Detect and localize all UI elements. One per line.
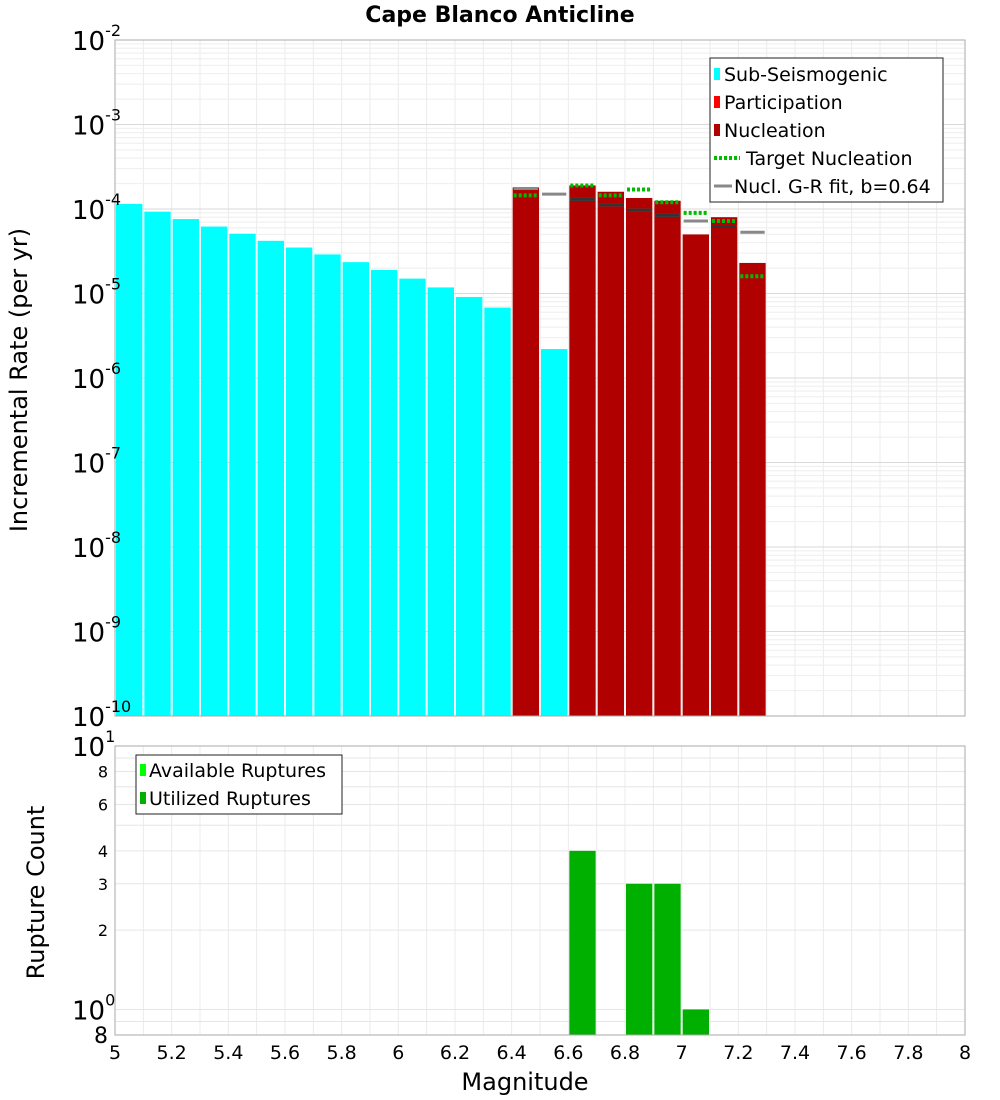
x-tick-label: 6.6 <box>553 1042 583 1064</box>
x-tick-label: 6 <box>392 1042 404 1064</box>
y-tick-label: 10-3 <box>72 106 121 142</box>
legend-box <box>135 754 343 815</box>
rate-y-axis-label: Incremental Rate (per yr) <box>5 228 33 532</box>
legend-label: Nucleation <box>724 120 826 142</box>
sub-seismogenic-bar <box>172 219 199 716</box>
rate-marks <box>513 183 765 279</box>
rate-y-ticks: 10-2 10-3 10-4 10-5 10-6 10-7 10-8 10-9 10-10 <box>72 21 131 733</box>
sub-seismogenic-bar <box>427 287 454 716</box>
sub-seismogenic-bar <box>257 240 284 716</box>
x-tick-label: 5.2 <box>157 1042 187 1064</box>
y-tick-label: 100 <box>72 990 115 1026</box>
x-tick-label: 5 <box>109 1042 121 1064</box>
y-tick-label: 10-4 <box>72 190 121 226</box>
nucleation-bar <box>512 187 539 717</box>
sub-seismogenic-bar <box>456 296 483 716</box>
legend-label: Nucl. G-R fit, b=0.64 <box>734 176 931 198</box>
rate-legend: Sub-Seismogenic Participation Nucleation Ta… <box>709 57 944 203</box>
y-tick-label: 10-9 <box>72 613 121 649</box>
nucleation-bar <box>654 200 681 717</box>
rate-panel: 10-2 10-3 10-4 10-5 10-6 10-7 10-8 10-9 10-10 In… <box>5 21 966 733</box>
sub-seismogenic-bar <box>314 254 341 716</box>
y-tick-label: 6 <box>98 795 108 814</box>
sub-seismogenic-bar <box>541 349 568 716</box>
sub-seismogenic-bar <box>116 203 143 716</box>
y-tick-label: 10-6 <box>72 359 121 395</box>
x-tick-label: 5.4 <box>213 1042 243 1064</box>
count-x-ticks: 5 5.2 5.4 5.6 5.8 6 6.2 6.4 6.6 6.8 7 7.2 7.4 7.6 7.8 8 <box>109 1042 971 1064</box>
x-tick-label: 6.4 <box>497 1042 527 1064</box>
legend-label: Participation <box>724 92 843 114</box>
sub-seismogenic-bar <box>144 211 171 716</box>
y-tick-label: 3 <box>98 875 108 894</box>
y-tick-label: 8 <box>98 763 108 782</box>
rate-grid <box>114 40 966 717</box>
y-tick-label: 8 <box>94 1024 108 1049</box>
nucleation-bar <box>739 262 766 716</box>
legend-label: Available Ruptures <box>149 760 326 782</box>
nucleation-bar <box>626 197 653 716</box>
count-legend: Available Ruptures Utilized Ruptures <box>135 754 343 815</box>
x-tick-label: 5.8 <box>327 1042 357 1064</box>
sub-seismogenic-bar <box>201 226 228 716</box>
nucleation-bar <box>711 217 738 716</box>
x-tick-label: 7.6 <box>837 1042 867 1064</box>
legend-label: Target Nucleation <box>745 148 913 170</box>
sub-seismogenic-bar <box>342 262 369 716</box>
x-axis-label: Magnitude <box>461 1068 588 1096</box>
sub-seismogenic-bar <box>371 269 398 716</box>
x-tick-label: 7.8 <box>893 1042 923 1064</box>
utilized-ruptures-bar <box>682 1009 709 1035</box>
nucleation-bar <box>682 234 709 717</box>
utilized-ruptures-bar <box>654 883 681 1035</box>
x-tick-label: 7 <box>676 1042 688 1064</box>
sub-seismogenic-bar <box>229 233 256 716</box>
utilized-ruptures-bar <box>626 883 653 1035</box>
x-tick-label: 6.8 <box>610 1042 640 1064</box>
chart-title: Cape Blanco Anticline <box>365 3 634 28</box>
rate-bars <box>116 185 766 717</box>
nucleation-bar <box>569 185 596 717</box>
legend-box <box>709 57 944 203</box>
count-bars <box>569 850 709 1035</box>
sub-seismogenic-bar <box>399 278 426 716</box>
count-y-axis-label: Rupture Count <box>22 806 50 980</box>
x-tick-label: 7.2 <box>723 1042 753 1064</box>
y-tick-label: 10-2 <box>72 21 121 57</box>
y-tick-label: 101 <box>72 727 115 763</box>
y-tick-label: 2 <box>98 921 108 940</box>
legend-swatch <box>140 764 146 776</box>
legend-swatch <box>714 96 720 108</box>
x-tick-label: 7.4 <box>780 1042 810 1064</box>
y-tick-label: 4 <box>98 842 108 861</box>
sub-seismogenic-bar <box>484 307 511 716</box>
legend-swatch <box>714 68 720 80</box>
y-tick-label: 10-5 <box>72 275 121 311</box>
legend-swatch <box>714 124 720 136</box>
x-tick-label: 8 <box>959 1042 971 1064</box>
legend-swatch <box>140 792 146 804</box>
y-tick-label: 10-8 <box>72 528 121 564</box>
legend-label: Sub-Seismogenic <box>724 64 888 86</box>
legend-label: Utilized Ruptures <box>149 788 311 810</box>
x-tick-label: 5.6 <box>270 1042 300 1064</box>
y-tick-label: 10-10 <box>72 697 131 733</box>
utilized-ruptures-bar <box>569 850 596 1035</box>
nucleation-bar <box>597 191 624 717</box>
x-tick-label: 6.2 <box>440 1042 470 1064</box>
y-tick-label: 10-7 <box>72 444 121 480</box>
sub-seismogenic-bar <box>286 247 313 716</box>
